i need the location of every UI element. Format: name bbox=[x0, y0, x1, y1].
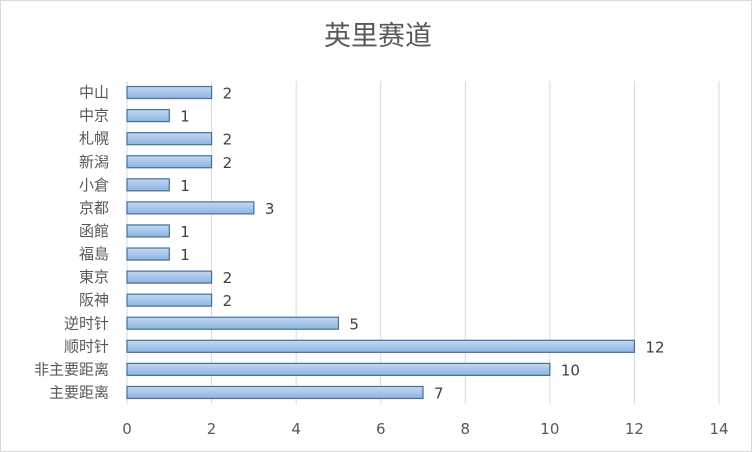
category-label: 札幌 bbox=[79, 130, 109, 148]
x-tick-label: 4 bbox=[291, 420, 301, 438]
data-label: 2 bbox=[223, 154, 233, 172]
bar bbox=[126, 270, 213, 284]
category-label: 阪神 bbox=[79, 291, 109, 309]
category-label: 東京 bbox=[79, 268, 109, 286]
data-label: 2 bbox=[223, 269, 233, 287]
data-label: 10 bbox=[561, 361, 580, 379]
x-tick-label: 10 bbox=[540, 420, 559, 438]
bar bbox=[126, 247, 170, 261]
data-label: 1 bbox=[180, 108, 190, 126]
category-label: 小倉 bbox=[79, 176, 109, 194]
x-tick-label: 12 bbox=[625, 420, 644, 438]
bars bbox=[126, 85, 636, 400]
data-label: 1 bbox=[180, 177, 190, 195]
data-label: 1 bbox=[180, 246, 190, 264]
data-label: 7 bbox=[434, 384, 444, 402]
category-label: 中京 bbox=[79, 107, 109, 125]
category-label: 逆时针 bbox=[64, 314, 109, 332]
chart-title: 英里赛道 bbox=[324, 21, 432, 52]
bar bbox=[126, 316, 340, 330]
category-label: 京都 bbox=[79, 199, 109, 217]
bar bbox=[126, 362, 551, 376]
category-label: 中山 bbox=[79, 84, 109, 102]
data-label: 5 bbox=[349, 315, 359, 333]
bar bbox=[126, 155, 213, 169]
x-tick-label: 14 bbox=[709, 420, 728, 438]
category-label: 新潟 bbox=[79, 153, 109, 171]
data-label: 12 bbox=[645, 338, 664, 356]
category-label: 顺时针 bbox=[64, 337, 109, 355]
bar bbox=[126, 132, 213, 146]
category-label: 福島 bbox=[79, 245, 109, 263]
data-label: 2 bbox=[223, 292, 233, 310]
bar bbox=[126, 293, 213, 307]
bar bbox=[126, 109, 170, 123]
category-label: 函館 bbox=[79, 222, 109, 240]
x-tick-label: 8 bbox=[461, 420, 471, 438]
x-tick-label: 0 bbox=[122, 420, 132, 438]
gridlines bbox=[126, 81, 720, 404]
bar bbox=[126, 85, 213, 100]
category-label: 主要距离 bbox=[49, 383, 109, 401]
x-tick-label: 2 bbox=[207, 420, 217, 438]
data-label: 1 bbox=[180, 223, 190, 241]
x-tick-label: 6 bbox=[376, 420, 386, 438]
bar bbox=[126, 178, 170, 192]
bar bbox=[126, 201, 255, 215]
data-label: 2 bbox=[223, 85, 233, 103]
data-label: 3 bbox=[265, 200, 275, 218]
data-label: 2 bbox=[223, 131, 233, 149]
bar bbox=[126, 385, 424, 400]
bar bbox=[126, 339, 636, 353]
bar bbox=[126, 224, 170, 238]
category-label: 非主要距离 bbox=[34, 360, 109, 378]
x-tick-labels: 0 2 4 6 8 10 12 14 bbox=[122, 420, 728, 438]
